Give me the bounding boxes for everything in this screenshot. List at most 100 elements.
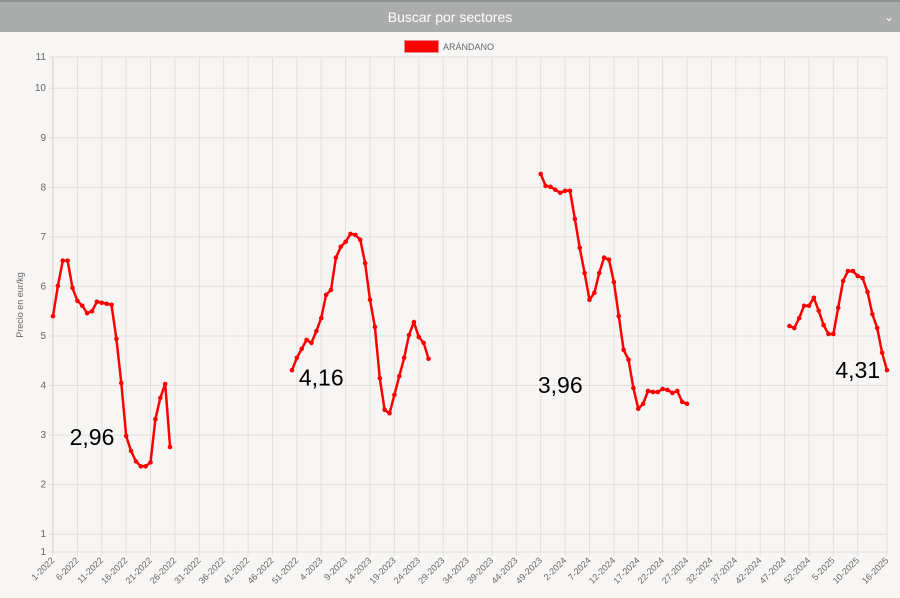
data-point: [289, 367, 295, 373]
data-point: [670, 390, 675, 396]
data-point: [816, 308, 822, 313]
data-point: [835, 305, 841, 311]
data-point: [75, 298, 80, 304]
x-tick-label: 4-2023: [298, 555, 325, 582]
data-point: [538, 171, 544, 177]
data-point: [401, 355, 407, 361]
data-point: [577, 245, 583, 251]
data-point: [143, 463, 148, 469]
data-point: [294, 355, 300, 361]
data-point: [318, 315, 324, 321]
legend-swatch: [404, 40, 439, 53]
sector-search-header[interactable]: Buscar por sectores ⌄: [0, 0, 900, 32]
y-tick-label: 2: [40, 480, 46, 491]
data-point: [650, 389, 656, 395]
x-tick-label: 1-2022: [30, 555, 57, 582]
data-point: [831, 331, 836, 337]
data-point: [640, 401, 646, 407]
data-point: [684, 401, 690, 407]
data-point: [543, 183, 548, 189]
x-tick-label: 10-2025: [831, 555, 861, 585]
y-tick-label: 6: [40, 281, 46, 292]
data-point: [304, 337, 309, 343]
data-point: [850, 268, 856, 274]
data-point: [153, 416, 158, 422]
data-point: [123, 433, 129, 439]
data-point: [548, 184, 553, 190]
data-point: [592, 290, 597, 296]
data-point: [162, 381, 168, 387]
data-point: [865, 289, 870, 295]
data-point: [874, 325, 880, 331]
data-point: [392, 392, 397, 398]
annotation-label: 4,16: [299, 365, 344, 391]
data-point: [372, 324, 378, 330]
data-point: [562, 188, 568, 194]
header-title: Buscar por sectores: [387, 9, 513, 25]
data-point: [792, 325, 797, 331]
y-tick-label: 11: [36, 52, 47, 63]
data-point: [387, 410, 392, 416]
data-point: [323, 292, 329, 298]
annotation-label: 2,96: [70, 424, 115, 450]
data-point: [679, 399, 685, 405]
data-point: [157, 395, 163, 401]
data-point: [89, 308, 95, 314]
data-point: [357, 237, 363, 243]
data-point: [328, 287, 334, 293]
data-point: [348, 231, 353, 237]
data-point: [167, 444, 173, 450]
annotation-label: 3,96: [538, 372, 583, 398]
data-point: [811, 295, 817, 301]
y-tick-label: 8: [40, 182, 46, 193]
data-point: [840, 278, 846, 284]
data-point: [426, 356, 431, 362]
data-point: [587, 297, 592, 303]
x-tick-label: 2-2024: [542, 555, 569, 582]
data-point: [621, 347, 626, 353]
data-point: [582, 270, 587, 276]
data-point: [50, 313, 56, 319]
data-point: [70, 285, 75, 291]
data-point: [133, 459, 139, 464]
legend-label: ARÁNDANO: [443, 41, 495, 52]
data-point: [333, 255, 339, 260]
data-point: [338, 244, 344, 250]
data-point: [406, 332, 412, 338]
data-point: [343, 239, 348, 245]
y-tick-label: 4: [40, 381, 46, 392]
data-point: [94, 299, 100, 305]
data-point: [821, 322, 826, 328]
data-point: [416, 334, 422, 340]
data-point: [635, 406, 641, 412]
y-tick-label: 1: [40, 547, 46, 558]
y-tick-label: 3: [40, 430, 46, 441]
chart-legend[interactable]: ARÁNDANO: [404, 40, 494, 53]
data-point: [611, 279, 617, 285]
data-point: [109, 302, 114, 308]
data-point: [55, 283, 61, 289]
y-tick-label: 7: [40, 232, 46, 243]
data-point: [84, 310, 90, 316]
data-point: [884, 367, 890, 373]
y-tick-label: 5: [40, 331, 46, 342]
annotation-label: 4,31: [835, 357, 880, 383]
data-point: [104, 301, 109, 307]
chevron-down-icon[interactable]: ⌄: [883, 10, 894, 24]
data-point: [79, 303, 85, 309]
data-point: [601, 255, 607, 260]
data-point: [567, 188, 573, 194]
data-point: [377, 375, 383, 381]
data-point: [606, 257, 612, 262]
data-point: [99, 300, 105, 306]
data-point: [382, 407, 387, 413]
data-point: [572, 216, 578, 222]
data-point: [396, 373, 402, 379]
data-point: [655, 389, 661, 395]
data-point: [553, 187, 558, 193]
data-point: [299, 346, 305, 352]
data-point: [879, 350, 885, 356]
data-point: [660, 386, 665, 392]
data-point: [796, 315, 802, 321]
y-tick-label: 10: [35, 83, 47, 94]
